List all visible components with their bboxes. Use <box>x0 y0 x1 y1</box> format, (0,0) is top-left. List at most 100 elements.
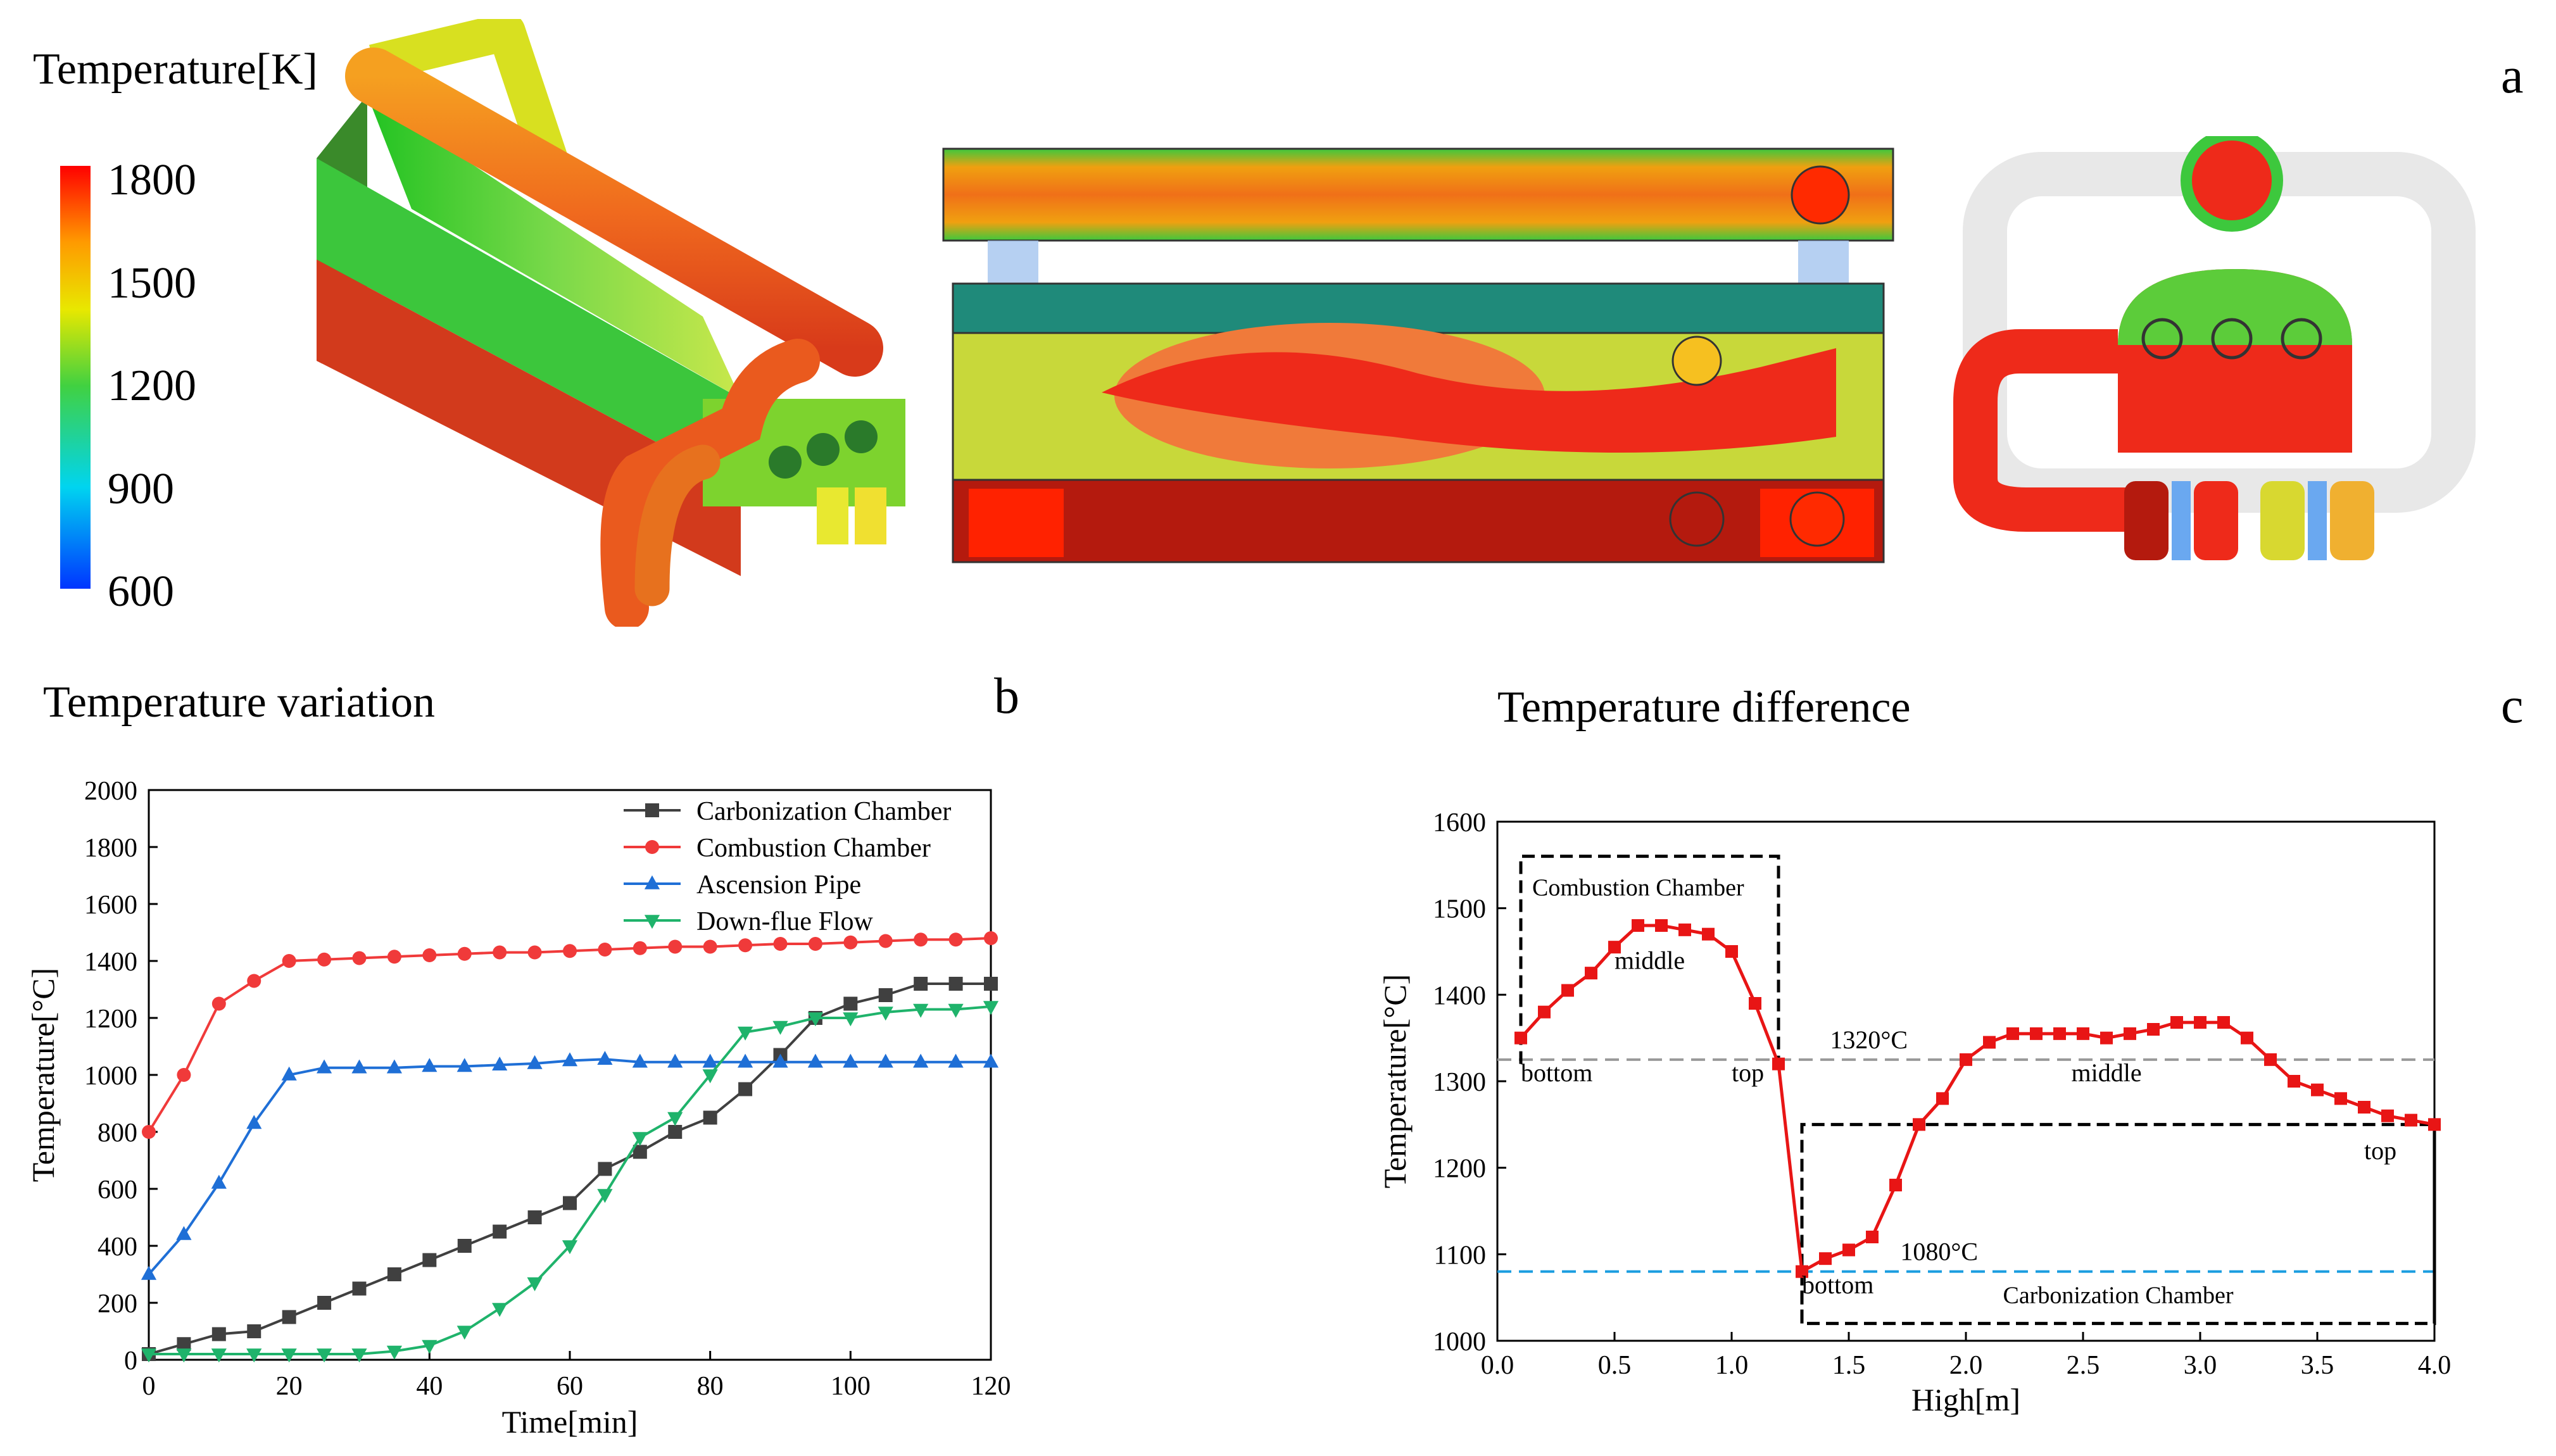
legend-marker <box>644 915 660 929</box>
data-point <box>983 1053 999 1068</box>
y-tick-label: 1200 <box>84 1005 137 1034</box>
data-point <box>913 1053 929 1068</box>
data-point <box>1960 1053 1972 1066</box>
collecting-main-cross-section <box>2181 136 2283 232</box>
data-point <box>1983 1036 1996 1049</box>
y-tick-label: 1100 <box>1434 1241 1486 1270</box>
data-point <box>702 1053 718 1068</box>
down-pipe <box>634 444 721 606</box>
x-tick-label: 0 <box>142 1372 156 1401</box>
data-point <box>492 1057 508 1071</box>
data-point <box>1842 1243 1855 1257</box>
flue-block <box>817 487 848 544</box>
series-line <box>1520 924 2435 1274</box>
x-tick-label: 80 <box>697 1372 724 1401</box>
data-point <box>878 988 893 1002</box>
y-tick-label: 200 <box>98 1290 137 1319</box>
data-point <box>177 1068 191 1082</box>
y-tick-label: 1500 <box>1433 895 1486 924</box>
reference-label: 1080°C <box>1900 1238 1978 1266</box>
y-tick-label: 1800 <box>84 834 137 863</box>
panel-c-letter: c <box>2501 678 2524 734</box>
data-point <box>1866 1231 1879 1243</box>
data-point <box>598 943 612 957</box>
data-point <box>457 1239 472 1253</box>
flue-block <box>2330 481 2374 560</box>
x-tick-label: 0.0 <box>1481 1351 1514 1380</box>
data-point <box>527 945 542 960</box>
data-point <box>246 1348 262 1363</box>
x-tick-label: 2.0 <box>1949 1351 1983 1380</box>
data-point <box>702 1069 718 1084</box>
x-tick-label: 1.5 <box>1832 1351 1866 1380</box>
data-point <box>1725 945 1738 958</box>
data-point <box>176 1348 192 1363</box>
data-point <box>351 1059 367 1074</box>
data-point <box>632 1132 648 1146</box>
furnace-front-section <box>1953 136 2476 560</box>
data-point <box>387 950 401 964</box>
data-point <box>667 1053 683 1068</box>
data-point <box>703 939 717 954</box>
y-tick-label: 1000 <box>1433 1327 1486 1357</box>
data-point <box>142 1125 156 1139</box>
port-icon <box>2281 318 2322 360</box>
data-point <box>527 1210 542 1224</box>
x-tick-label: 3.0 <box>2184 1351 2217 1380</box>
series-line <box>148 937 992 1133</box>
data-point <box>772 1053 788 1068</box>
data-point <box>2217 1016 2230 1029</box>
furnace-top-face <box>367 95 741 399</box>
bridge-pipe <box>369 19 576 190</box>
data-point <box>2077 1027 2089 1040</box>
data-point <box>2100 1031 2113 1045</box>
data-point <box>772 1020 788 1035</box>
flue-block <box>2172 481 2191 560</box>
y-tick-label: 1400 <box>84 948 137 977</box>
data-point <box>2405 1114 2417 1127</box>
y-tick-label: 400 <box>98 1233 137 1262</box>
data-point <box>807 1053 824 1068</box>
panel-a-letter: a <box>2501 48 2524 104</box>
panel-b-letter: b <box>994 668 1019 724</box>
y-axis-label: Temperature[°C] <box>1377 974 1413 1189</box>
data-point <box>317 952 332 967</box>
colorbar-tick: 600 <box>108 567 174 616</box>
data-point <box>878 1007 893 1021</box>
data-point <box>211 1348 227 1363</box>
roof-slab <box>952 282 1885 334</box>
data-point <box>386 1059 403 1074</box>
data-point <box>316 1348 332 1363</box>
collecting-main <box>345 47 883 377</box>
region-label: Carbonization Chamber <box>2003 1283 2233 1309</box>
data-point <box>563 944 577 958</box>
data-point <box>2053 1027 2066 1040</box>
x-tick-label: 1.0 <box>1715 1351 1749 1380</box>
x-tick-label: 100 <box>831 1372 871 1401</box>
x-tick-label: 3.5 <box>2301 1351 2334 1380</box>
data-point <box>948 1003 964 1018</box>
port-icon <box>2141 318 2183 360</box>
data-point <box>211 1327 226 1341</box>
ascension-loop <box>1953 329 2127 532</box>
legend-label: Ascension Pipe <box>696 870 861 900</box>
data-point <box>1913 1118 1925 1131</box>
temperature-variation-chart: 0 200 400 600 800 1000 1200 1400 1600 1800 2000 0 20… <box>25 777 1011 1440</box>
legend-label: Combustion Chamber <box>696 834 931 863</box>
data-point <box>1655 919 1668 932</box>
data-point <box>246 1115 262 1129</box>
flue-block <box>2124 481 2169 560</box>
data-point <box>738 1082 753 1096</box>
data-point <box>2030 1027 2043 1040</box>
data-point <box>2006 1027 2019 1040</box>
y-tick-label: 600 <box>98 1176 137 1205</box>
legend-marker <box>645 840 659 854</box>
data-point <box>247 974 261 988</box>
data-point <box>2311 1083 2324 1096</box>
data-point <box>2428 1118 2441 1131</box>
data-point <box>352 1281 367 1296</box>
y-tick-label: 1600 <box>1433 808 1486 838</box>
carbonization-region-box <box>1800 1124 2436 1326</box>
y-axis-label: Temperature[°C] <box>25 968 61 1183</box>
data-point <box>562 1052 578 1067</box>
